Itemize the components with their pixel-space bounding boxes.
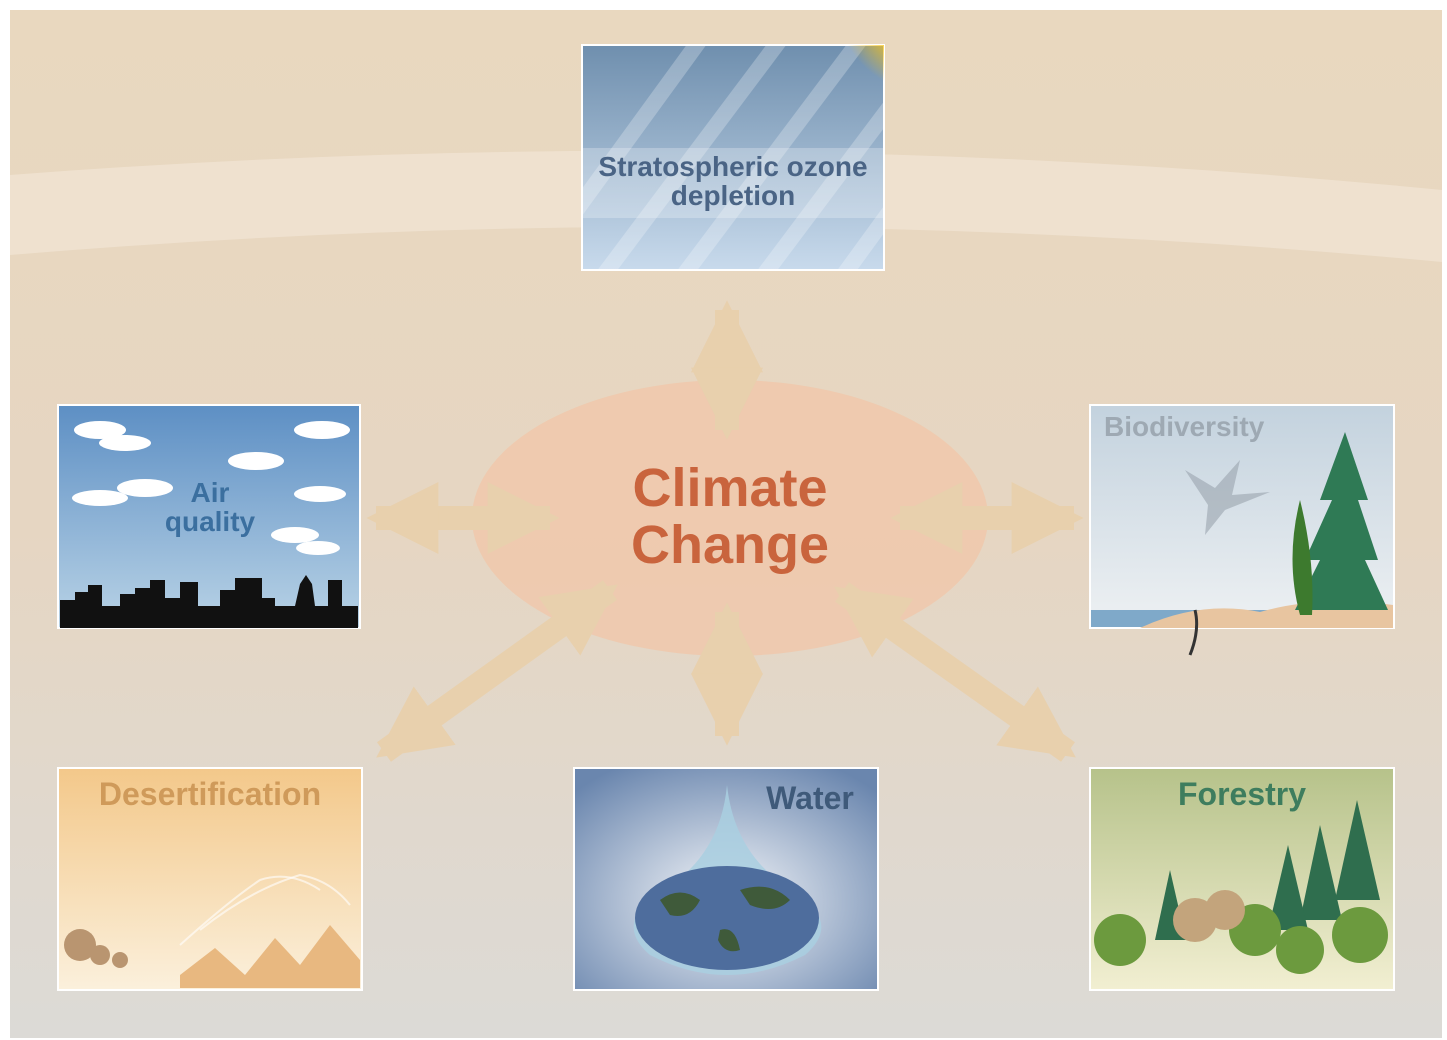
node-label: Biodiversity (1104, 411, 1265, 442)
water-panel (573, 767, 879, 991)
arrow (376, 580, 618, 762)
air-panel (57, 404, 361, 629)
node-label: Desertification (98, 776, 322, 812)
desert-panel (57, 767, 363, 991)
forestry-panel (1089, 767, 1395, 991)
center-label: Climate Change (630, 458, 830, 575)
node-label: Stratospheric ozone depletion (598, 151, 868, 212)
ozone-panel (581, 44, 885, 271)
node-label: Water (766, 780, 854, 816)
arrows (366, 300, 1084, 762)
arrow (834, 582, 1076, 762)
biodiversity-panel (1089, 404, 1395, 656)
node-label: Air quality (164, 477, 256, 538)
node-label: Forestry (1177, 776, 1307, 812)
